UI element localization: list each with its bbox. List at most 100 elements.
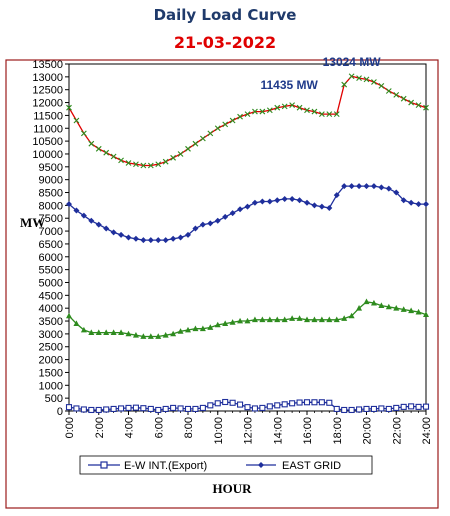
data-point (318, 203, 325, 210)
data-point (370, 183, 377, 190)
data-point (408, 403, 415, 410)
data-point (229, 210, 236, 217)
data-point (296, 104, 303, 111)
data-point (422, 403, 430, 410)
data-point (400, 306, 407, 312)
data-point (326, 316, 333, 323)
y-tick-label: 13000 (32, 72, 63, 84)
data-point (363, 298, 370, 305)
data-point (185, 231, 191, 238)
peak-annotation: 13024 MW (323, 55, 382, 69)
data-point (363, 405, 370, 412)
data-point (289, 195, 296, 202)
data-point (311, 108, 318, 115)
data-point (251, 405, 258, 412)
data-point (155, 237, 162, 244)
data-point (95, 221, 102, 228)
data-point (348, 406, 355, 414)
data-point (266, 316, 273, 323)
data-point (400, 95, 407, 102)
data-point (162, 405, 169, 412)
data-point (170, 404, 177, 411)
data-point (311, 316, 318, 323)
data-point (244, 317, 251, 324)
data-point (192, 405, 199, 412)
legend-marker-east (258, 462, 264, 468)
data-point (140, 162, 147, 169)
y-tick-label: 2000 (39, 355, 63, 367)
data-point (162, 158, 169, 165)
data-point (259, 198, 266, 205)
data-point (118, 231, 125, 238)
data-point (214, 400, 221, 407)
x-tick-label: 8:00 (183, 417, 195, 438)
data-point (423, 104, 429, 111)
data-point (80, 212, 87, 219)
data-point (214, 125, 221, 132)
data-point (185, 145, 191, 152)
data-point (140, 405, 147, 412)
data-point (348, 73, 355, 80)
data-point (296, 315, 303, 321)
y-tick-label: 8500 (39, 188, 63, 200)
x-tick-label: 22:00 (391, 417, 403, 445)
data-point (103, 149, 110, 156)
data-point (199, 135, 206, 142)
data-point (356, 304, 363, 311)
y-tick-label: 13500 (32, 59, 63, 71)
data-point (400, 197, 407, 204)
legend-label-east: EAST GRID (282, 460, 341, 472)
data-point (415, 102, 422, 109)
data-point (155, 333, 162, 339)
data-point (110, 329, 117, 336)
data-point (341, 315, 348, 321)
data-point (393, 91, 400, 98)
chart-title: Daily Load Curve (153, 6, 297, 24)
data-point (348, 183, 355, 190)
x-tick-label: 18:00 (332, 417, 344, 445)
data-point (348, 312, 355, 319)
data-point (229, 117, 236, 124)
data-point (408, 307, 415, 314)
data-point (80, 326, 87, 333)
data-point (266, 403, 273, 410)
data-point (65, 404, 73, 411)
data-point (207, 324, 214, 330)
data-point (132, 331, 139, 338)
data-point (132, 235, 139, 242)
y-tick-label: 7500 (39, 213, 63, 225)
data-point (237, 401, 244, 408)
data-point (170, 330, 177, 337)
y-tick-label: 5000 (39, 277, 63, 289)
data-point (170, 154, 177, 161)
y-tick-label: 9500 (39, 162, 63, 174)
series-1 (66, 183, 429, 244)
y-tick-label: 4000 (39, 303, 63, 315)
x-tick-label: 6:00 (153, 417, 165, 438)
data-point (311, 399, 318, 406)
data-point (252, 108, 258, 115)
data-point (66, 201, 72, 208)
data-point (408, 199, 415, 206)
data-point (133, 161, 139, 168)
data-point (274, 402, 281, 409)
data-point (207, 130, 214, 137)
x-tick-label: 24:00 (421, 417, 433, 445)
data-point (393, 189, 400, 196)
data-point (118, 329, 125, 336)
data-point (95, 406, 102, 414)
y-tick-label: 8000 (39, 200, 63, 212)
data-point (326, 204, 333, 211)
data-point (229, 319, 236, 325)
data-point (95, 145, 102, 152)
data-point (222, 320, 229, 327)
data-point (125, 404, 132, 411)
data-point (304, 316, 310, 323)
data-point (385, 185, 392, 192)
y-tick-label: 3000 (39, 329, 63, 341)
data-point (162, 237, 169, 244)
y-tick-label: 1000 (39, 380, 63, 392)
data-point (370, 299, 377, 306)
data-point (155, 161, 162, 168)
data-point (177, 405, 184, 412)
